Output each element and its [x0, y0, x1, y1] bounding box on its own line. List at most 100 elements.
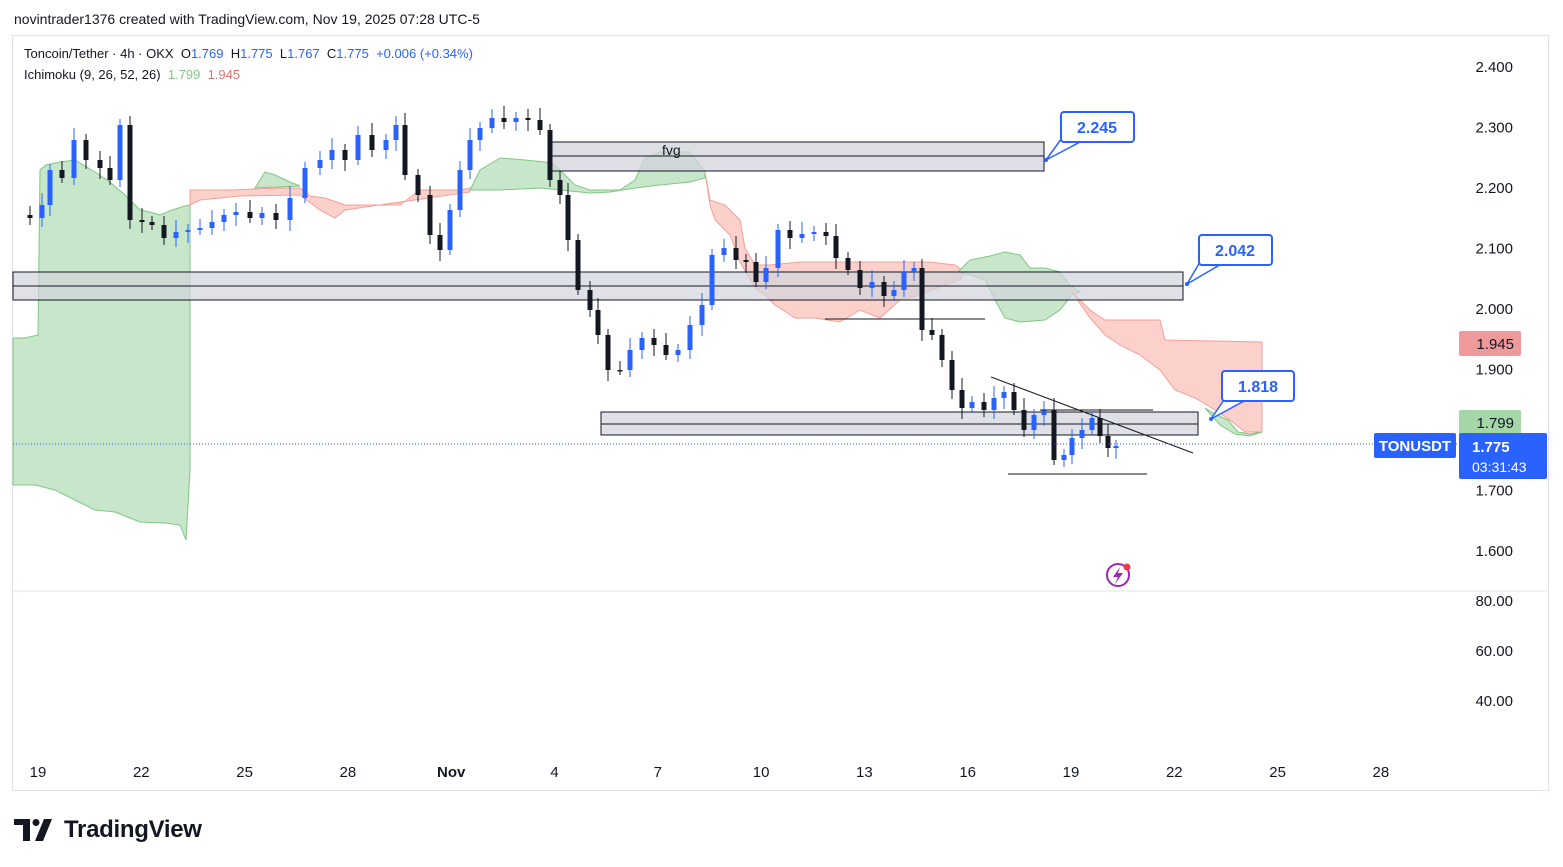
time-tick-label: 22: [133, 764, 150, 781]
symbol-tag-text: TONUSDT: [1379, 438, 1451, 455]
candle-up: [891, 290, 897, 296]
candle-up: [775, 230, 781, 268]
candle-down: [83, 140, 89, 160]
symbol-title[interactable]: Toncoin/Tether · 4h · OKX: [24, 46, 174, 61]
candle-up: [39, 205, 45, 218]
candle-down: [247, 212, 253, 218]
callout-text: 2.042: [1215, 243, 1255, 260]
indicator-name[interactable]: Ichimoku (9, 26, 52, 26): [24, 67, 161, 82]
price-tick-label: 2.000: [1475, 301, 1513, 318]
time-tick-label: 25: [236, 764, 253, 781]
candle-up: [1061, 455, 1067, 460]
low-label: L: [279, 46, 288, 61]
candle-up: [185, 230, 191, 232]
candle-up: [355, 135, 361, 160]
candle-up: [447, 210, 453, 250]
candle-down: [59, 170, 65, 178]
cloud-bull-segment: [12, 159, 191, 541]
candle-up: [221, 215, 227, 222]
candle-up: [709, 255, 715, 305]
candle-down: [501, 118, 507, 122]
candle-down: [107, 168, 113, 180]
candle-down: [617, 370, 623, 372]
price-tick-label: 2.400: [1475, 59, 1513, 76]
time-tick-label: 13: [856, 764, 873, 781]
descending-trendline[interactable]: [990, 376, 1194, 454]
candle-down: [557, 180, 563, 195]
candle-up: [991, 398, 997, 410]
candle-down: [663, 345, 669, 355]
candle-down: [1051, 410, 1057, 460]
candle-down: [743, 260, 749, 262]
tradingview-logo-icon: [14, 819, 52, 841]
tenkan-value: 1.799: [167, 67, 201, 82]
candle-down: [1021, 410, 1027, 430]
drawings: [825, 318, 1194, 475]
candle-down: [881, 282, 887, 296]
callout-text: 2.245: [1077, 120, 1117, 137]
candle-down: [787, 230, 793, 238]
candle-up: [1079, 430, 1085, 438]
candle-down: [939, 335, 945, 360]
tradingview-logo[interactable]: TradingView: [14, 816, 202, 844]
cloud-bull-segment: [1204, 407, 1263, 437]
candle-up: [1089, 418, 1095, 430]
time-tick-label: 10: [753, 764, 770, 781]
open-label: O: [180, 46, 191, 61]
callout-1818[interactable]: 1.818: [1209, 370, 1295, 421]
time-tick-label: Nov: [437, 764, 466, 781]
kijun-price-tag: 1.945: [1459, 331, 1521, 356]
candle-up: [639, 338, 645, 350]
time-axis[interactable]: 19 22 25 28 Nov 4 7 10 13 16 19 22 25 28: [30, 764, 1390, 781]
last-price-tag[interactable]: TONUSDT 1.775 03:31:43: [1374, 433, 1547, 479]
candle-down: [919, 268, 925, 330]
candle-down: [525, 118, 531, 120]
tenkan-price-tag: 1.799: [1459, 410, 1521, 435]
time-tick-label: 7: [654, 764, 662, 781]
candle-down: [1011, 392, 1017, 410]
ichimoku-cloud: [12, 151, 1263, 541]
candle-up: [1069, 438, 1075, 455]
price-tick-label: 2.100: [1475, 241, 1513, 258]
candle-down: [595, 310, 601, 335]
candle-up: [383, 140, 389, 150]
candle-down: [342, 150, 348, 160]
candle-down: [857, 270, 863, 288]
candle-down: [605, 335, 611, 370]
candle-up: [197, 228, 203, 230]
indicator-legend[interactable]: Ichimoku (9, 26, 52, 26) 1.799 1.945: [24, 67, 240, 82]
lightning-icon[interactable]: [1106, 563, 1131, 587]
candle-down: [27, 215, 33, 218]
callout-2042[interactable]: 2.042: [1184, 234, 1273, 287]
tradingview-logo-text: TradingView: [64, 816, 202, 843]
price-axis[interactable]: 2.4002.3002.2002.1002.0001.9001.8001.700…: [1475, 59, 1513, 560]
candle-up: [47, 170, 53, 205]
close-value: 1.775: [336, 46, 369, 61]
candle-down: [427, 195, 433, 235]
tenkan-tag-bg: [1459, 410, 1521, 435]
callout-box: [1198, 234, 1273, 266]
time-tick-label: 19: [30, 764, 47, 781]
attribution-header: novintrader1376 created with TradingView…: [14, 11, 480, 27]
candle-down: [437, 235, 443, 250]
candle-down: [139, 220, 145, 222]
oscillator-axis[interactable]: 80.00 60.00 40.00: [1475, 593, 1513, 710]
price-tick-label: 1.700: [1475, 483, 1513, 500]
cloud-bear-segment: [1071, 291, 1263, 433]
candle-down: [402, 125, 408, 175]
symbol-legend[interactable]: Toncoin/Tether · 4h · OKX O1.769 H1.775 …: [24, 46, 473, 61]
candle-up: [811, 232, 817, 234]
callout-2245[interactable]: 2.245: [1044, 111, 1135, 162]
high-label: H: [230, 46, 241, 61]
candle-down: [833, 236, 839, 258]
candle-up: [173, 232, 179, 238]
high-value: 1.775: [240, 46, 273, 61]
time-tick-label: 19: [1063, 764, 1080, 781]
candle-up: [799, 234, 805, 238]
price-tag-bg: [1459, 433, 1547, 479]
candle-down: [565, 195, 571, 240]
candle-up: [969, 402, 975, 408]
oscillator-tick-label: 60.00: [1475, 643, 1513, 660]
candlestick-series: [27, 106, 1119, 467]
